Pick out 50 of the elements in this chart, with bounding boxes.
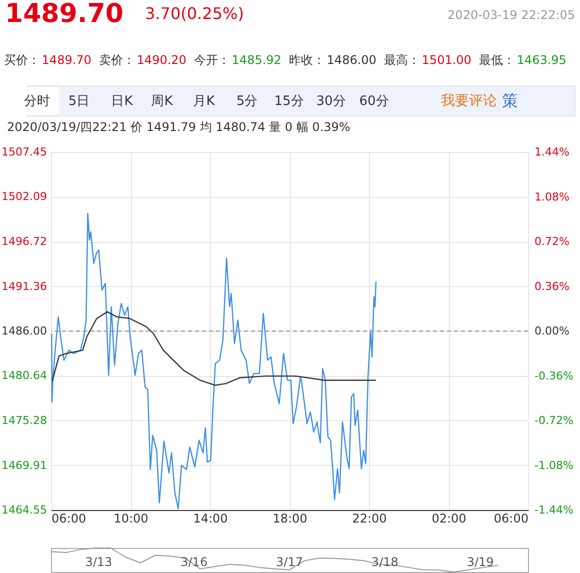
- text: 月K: [193, 94, 216, 109]
- text: 日K: [111, 94, 134, 109]
- y2-tick-label: 0.00%: [534, 324, 570, 338]
- annotation: 3/17: [276, 555, 303, 569]
- y2-tick-label: 0.36%: [534, 280, 570, 293]
- text: 昨收：1486.00: [289, 53, 376, 67]
- x-tick-label: 14:00: [193, 512, 228, 526]
- text: 我要评论: [441, 93, 497, 109]
- chart-title: 1489.70: [5, 0, 124, 29]
- text: 15分: [274, 94, 304, 109]
- x-tick-label: 22:00: [352, 512, 387, 526]
- y-tick-label: 1502.09: [2, 190, 47, 204]
- text: 60分: [359, 94, 389, 109]
- x-tick-label: 06:00: [494, 512, 528, 526]
- y2-tick-label: 1.44%: [534, 146, 570, 158]
- y2-tick-label: 0.72%: [534, 235, 570, 248]
- y2-tick-label: -1.08%: [534, 458, 574, 472]
- y-tick-label: 1475.28: [2, 414, 47, 427]
- text: 5分: [236, 94, 258, 109]
- chart-subtitle: 3.70(0.25%): [145, 4, 244, 23]
- y-tick-label: 1486.00: [2, 324, 47, 338]
- y-tick-label: 1480.64: [2, 369, 47, 382]
- text: 2020-03-19 22:22:05: [448, 8, 575, 22]
- text: 最低：1463.95: [479, 53, 566, 67]
- text: 卖价：1490.20: [99, 53, 186, 67]
- text: 今开：1485.92: [194, 53, 282, 67]
- annotation: 3/13: [85, 555, 112, 569]
- y2-tick-label: -1.44%: [534, 504, 574, 516]
- text: 分时: [24, 94, 50, 109]
- y2-tick-label: -0.72%: [534, 414, 574, 427]
- text: 2020/03/19/四22:21 价 1491.79 均 1480.74 量 0 幅 0.39%: [7, 120, 350, 134]
- text: 5日: [68, 94, 90, 109]
- chart-title: 1489.70: [42, 53, 92, 67]
- y-tick-label: 1464.55: [2, 504, 47, 516]
- y-tick-label: 1507.45: [2, 146, 47, 158]
- text: 策: [502, 91, 518, 110]
- annotation: 3/19: [466, 555, 494, 569]
- y-tick-label: 1496.72: [2, 235, 47, 248]
- y-tick-label: 1469.91: [2, 458, 47, 472]
- y-tick-label: 1491.36: [2, 280, 47, 293]
- x-tick-label: 02:00: [432, 512, 466, 526]
- x-tick-label: 10:00: [114, 512, 148, 526]
- x-tick-label: 18:00: [272, 512, 308, 526]
- text: 周K: [151, 94, 174, 109]
- x-tick-label: 06:00: [52, 512, 86, 526]
- y2-tick-label: 1.08%: [534, 190, 570, 204]
- text: 最高：1501.00: [384, 53, 472, 67]
- text: 30分: [316, 94, 346, 109]
- y2-tick-label: -0.36%: [534, 369, 574, 382]
- text: 买价：: [4, 53, 40, 67]
